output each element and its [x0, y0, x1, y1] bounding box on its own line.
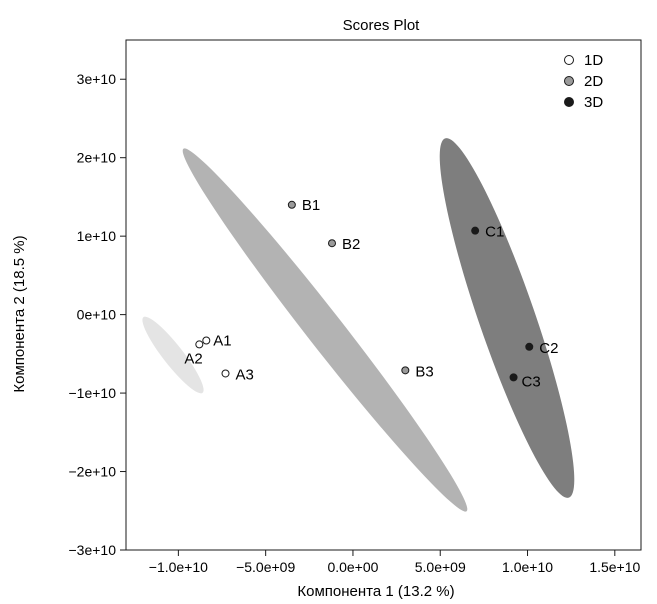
legend-marker-2d [564, 76, 574, 86]
point-c1 [471, 226, 480, 235]
x-tick-label: −5.0e+09 [236, 559, 295, 575]
legend-label-1d: 1D [584, 52, 603, 69]
chart-title: Scores Plot [343, 17, 421, 34]
point-label-c3: C3 [522, 373, 541, 390]
ellipse-3d [439, 138, 575, 498]
legend-marker-3d [564, 97, 574, 107]
point-label-b3: B3 [415, 363, 433, 380]
y-axis-label: Компонента 2 (18.5 %) [11, 235, 28, 392]
y-tick-label: −2e+10 [69, 464, 117, 480]
point-label-a3: A3 [236, 366, 254, 383]
point-a2 [195, 340, 204, 349]
x-tick-label: 0.0e+00 [327, 559, 378, 575]
point-c3 [509, 373, 518, 382]
legend-marker-1d [564, 55, 574, 65]
x-axis: −1.0e+10 −5.0e+09 0.0e+00 5.0e+09 1.0e+10 1.5… [149, 550, 641, 575]
ellipse-2d [182, 148, 468, 512]
point-a3 [221, 369, 230, 378]
y-tick-label: 1e+10 [77, 228, 117, 244]
point-label-c2: C2 [539, 340, 558, 357]
y-tick-label: −1e+10 [69, 385, 117, 401]
point-b3 [401, 366, 410, 375]
point-label-c1: C1 [485, 224, 504, 241]
point-label-b2: B2 [342, 236, 360, 253]
point-c2 [525, 342, 534, 351]
point-label-b1: B1 [302, 197, 320, 214]
data-points: A1 A2 A3 B1 B2 B3 C1 C2 C3 [184, 197, 558, 391]
y-tick-label: −3e+10 [69, 542, 117, 558]
legend: 1D 2D 3D [564, 52, 603, 111]
x-tick-label: −1.0e+10 [149, 559, 208, 575]
y-tick-label: 3e+10 [77, 71, 117, 87]
y-tick-label: 2e+10 [77, 150, 117, 166]
plot-frame [125, 39, 642, 551]
point-b2 [328, 239, 336, 248]
point-b1 [287, 200, 296, 209]
point-label-a2: A2 [184, 350, 202, 367]
ellipse-1d [142, 316, 204, 394]
legend-label-3d: 3D [584, 94, 603, 111]
legend-label-2d: 2D [584, 73, 603, 90]
x-axis-label: Компонента 1 (13.2 %) [297, 583, 454, 600]
x-tick-label: 1.5e+10 [589, 559, 640, 575]
x-tick-label: 5.0e+09 [415, 559, 466, 575]
y-axis: −3e+10 −2e+10 −1e+10 0e+10 1e+10 2e+10 3e+10 [69, 71, 126, 558]
x-tick-label: 1.0e+10 [502, 559, 553, 575]
point-label-a1: A1 [213, 333, 231, 350]
confidence-ellipses [142, 138, 575, 512]
point-a1 [202, 336, 211, 345]
y-tick-label: 0e+10 [77, 307, 117, 323]
